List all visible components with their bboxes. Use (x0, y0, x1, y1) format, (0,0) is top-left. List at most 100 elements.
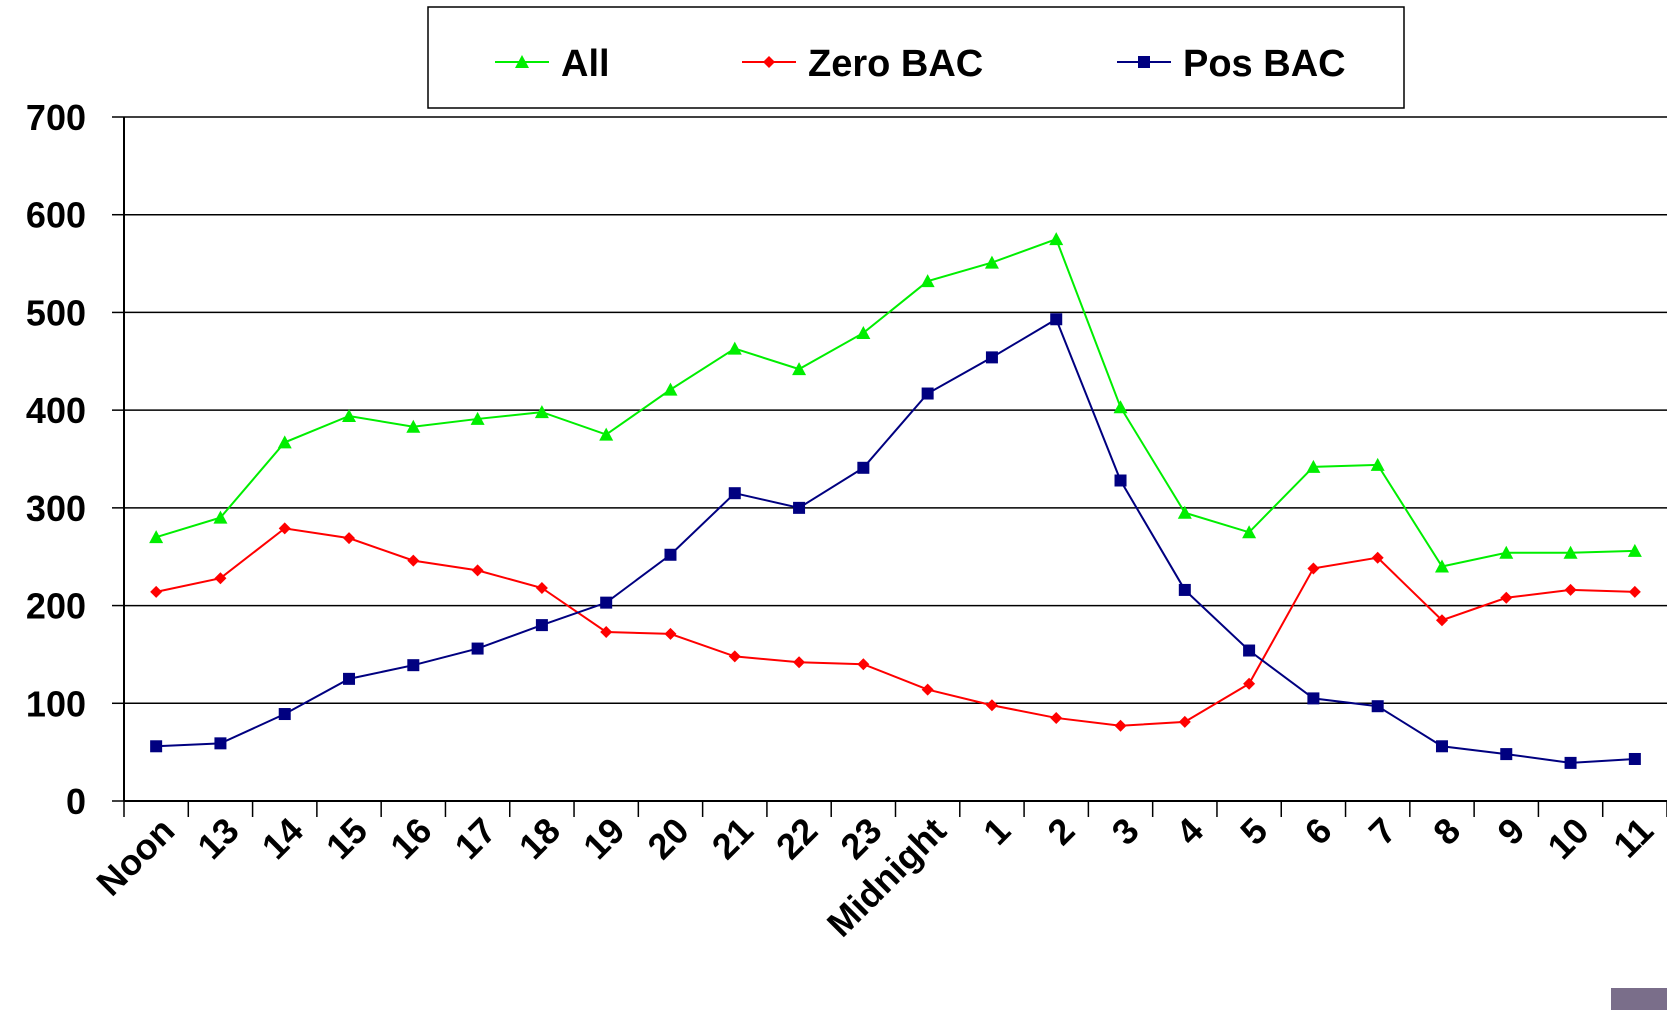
data-point (214, 737, 227, 750)
x-tick-label: 9 (1489, 810, 1532, 853)
legend-box (427, 6, 1405, 109)
data-point (277, 435, 292, 449)
data-point (1627, 543, 1642, 557)
data-point (1177, 505, 1192, 519)
data-point (1049, 232, 1064, 246)
data-point (1628, 585, 1641, 598)
data-point (1628, 752, 1641, 765)
data-point (1178, 715, 1191, 728)
x-tick-label: 5 (1232, 810, 1275, 853)
data-point (728, 487, 741, 500)
data-point (1435, 740, 1448, 753)
data-point (663, 382, 678, 396)
series-zero-bac (150, 522, 1641, 732)
gridlines (124, 116, 1667, 705)
data-point (515, 55, 529, 68)
data-point (1500, 591, 1513, 604)
x-tick-label: 22 (768, 810, 825, 867)
x-tick-label: 4 (1168, 810, 1211, 853)
data-point (470, 411, 485, 425)
series-line (155, 237, 1635, 568)
data-point (1371, 551, 1384, 564)
data-point (763, 56, 775, 68)
x-tick-label: Noon (88, 810, 182, 904)
y-tick-label: 600 (26, 195, 86, 236)
legend: All Zero BAC Pos BAC (427, 6, 1405, 109)
data-point (1243, 644, 1256, 657)
data-point (792, 362, 807, 376)
data-point (406, 419, 421, 433)
data-point (1138, 56, 1150, 68)
data-point (985, 351, 998, 364)
data-point (343, 532, 356, 545)
x-tick-label: 14 (254, 810, 311, 867)
y-tick-label: 400 (26, 390, 86, 431)
data-point (1434, 559, 1449, 573)
data-point (857, 658, 870, 671)
y-tick-label: 0 (66, 781, 86, 822)
x-tick-label: 8 (1425, 810, 1468, 853)
x-tick-label: 17 (447, 810, 504, 867)
data-point (664, 627, 677, 640)
y-axis: 0 100 200 300 400 500 600 700 (26, 97, 124, 822)
data-point (921, 683, 934, 696)
x-tick-label: 21 (704, 810, 761, 867)
data-point (1307, 562, 1320, 575)
data-point (793, 501, 806, 514)
data-point (150, 585, 163, 598)
data-point (535, 581, 548, 594)
data-point (728, 650, 741, 663)
legend-label: Zero BAC (808, 43, 983, 85)
x-tick-label: 16 (382, 810, 439, 867)
x-tick-label: 11 (1605, 810, 1661, 866)
y-tick-label: 300 (26, 488, 86, 529)
data-point (534, 405, 549, 419)
y-tick-label: 200 (26, 586, 86, 627)
data-point (1370, 457, 1385, 471)
x-tick-label: 2 (1039, 810, 1082, 853)
data-point (1564, 756, 1577, 769)
data-point (1563, 545, 1578, 559)
x-tick-label: 15 (318, 810, 375, 867)
y-tick-label: 500 (26, 292, 86, 333)
data-point (727, 341, 742, 355)
data-point (1114, 719, 1127, 732)
data-point (407, 554, 420, 567)
y-tick-label: 700 (26, 97, 86, 138)
data-point (793, 656, 806, 669)
data-point (920, 274, 935, 288)
x-tick-label: 20 (639, 810, 696, 867)
data-point (471, 564, 484, 577)
x-tick-label: 7 (1361, 810, 1404, 853)
data-point (535, 619, 548, 632)
data-point (857, 461, 870, 474)
data-point (149, 530, 164, 544)
data-point (214, 572, 227, 585)
data-point (600, 596, 613, 609)
legend-label: Pos BAC (1183, 43, 1346, 85)
data-point (1050, 313, 1063, 326)
data-point (1178, 583, 1191, 596)
data-point (1242, 525, 1257, 539)
series-line (155, 527, 1635, 727)
data-point (1435, 614, 1448, 627)
data-point (1050, 711, 1063, 724)
x-tick-label: 1 (975, 810, 1018, 853)
data-point (471, 642, 484, 655)
x-tick-label: 13 (189, 810, 246, 867)
data-point (664, 548, 677, 561)
data-point (1307, 692, 1320, 705)
y-tick-label: 100 (26, 683, 86, 724)
data-point (1243, 677, 1256, 690)
data-point (1500, 748, 1513, 761)
plot-area (123, 117, 1667, 802)
x-tick-label: 10 (1539, 810, 1596, 867)
data-point (407, 659, 420, 672)
data-point (1499, 545, 1514, 559)
x-tick-label: 6 (1296, 810, 1339, 853)
series-all (149, 232, 1642, 573)
x-tick-label: 18 (511, 810, 568, 867)
legend-label: All (561, 43, 610, 85)
data-point (600, 625, 613, 638)
